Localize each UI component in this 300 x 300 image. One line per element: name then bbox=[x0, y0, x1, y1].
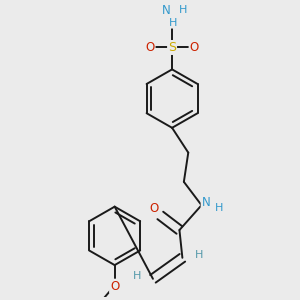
Text: O: O bbox=[146, 41, 154, 54]
Text: S: S bbox=[168, 41, 176, 54]
Text: H: H bbox=[179, 5, 188, 15]
Text: H: H bbox=[194, 250, 203, 260]
Text: H: H bbox=[215, 202, 224, 212]
Text: H: H bbox=[169, 18, 178, 28]
Text: O: O bbox=[190, 41, 199, 54]
Text: H: H bbox=[133, 271, 141, 281]
Text: N: N bbox=[162, 4, 171, 17]
Text: N: N bbox=[202, 196, 210, 209]
Text: O: O bbox=[110, 280, 119, 292]
Text: O: O bbox=[149, 202, 158, 214]
